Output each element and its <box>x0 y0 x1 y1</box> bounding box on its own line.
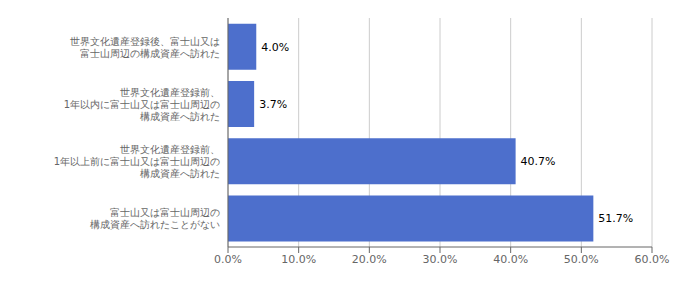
svg-text:10.0%: 10.0% <box>281 253 316 266</box>
svg-text:3.7%: 3.7% <box>259 98 287 111</box>
svg-text:世界文化遺産登録後、富士山又は富士山周辺の構成資産へ訪れた: 世界文化遺産登録後、富士山又は富士山周辺の構成資産へ訪れた <box>70 35 220 58</box>
svg-text:30.0%: 30.0% <box>423 253 458 266</box>
svg-text:40.7%: 40.7% <box>521 155 556 168</box>
svg-text:60.0%: 60.0% <box>635 253 670 266</box>
svg-text:51.7%: 51.7% <box>598 212 633 225</box>
svg-text:4.0%: 4.0% <box>261 41 289 54</box>
svg-text:世界文化遺産登録前、1年以上前に富士山又は富士山周辺の構成資: 世界文化遺産登録前、1年以上前に富士山又は富士山周辺の構成資産へ訪れた <box>54 144 220 179</box>
svg-text:富士山又は富士山周辺の構成資産へ訪れたことがない: 富士山又は富士山周辺の構成資産へ訪れたことがない <box>90 207 220 230</box>
svg-text:40.0%: 40.0% <box>493 253 528 266</box>
svg-text:0.0%: 0.0% <box>214 253 242 266</box>
svg-text:20.0%: 20.0% <box>352 253 387 266</box>
svg-text:50.0%: 50.0% <box>564 253 599 266</box>
svg-text:世界文化遺産登録前、1年以内に富士山又は富士山周辺の構成資産: 世界文化遺産登録前、1年以内に富士山又は富士山周辺の構成資産へ訪れた <box>64 86 220 121</box>
